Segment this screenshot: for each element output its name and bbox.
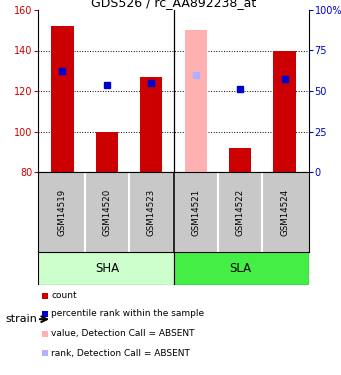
Bar (174, 252, 309, 285)
Text: GSM14521: GSM14521 (191, 188, 200, 236)
Bar (96, 132, 118, 172)
Bar (184, 30, 207, 172)
Text: rank, Detection Call = ABSENT: rank, Detection Call = ABSENT (51, 349, 190, 358)
Text: GSM14523: GSM14523 (147, 188, 156, 236)
Text: GSM14519: GSM14519 (58, 188, 67, 236)
Text: SLA: SLA (229, 262, 251, 275)
Text: SHA: SHA (95, 262, 119, 275)
Bar (140, 77, 162, 172)
Title: GDS526 / rc_AA892238_at: GDS526 / rc_AA892238_at (91, 0, 256, 9)
Text: strain: strain (5, 314, 37, 324)
Bar (42, 331, 48, 337)
Text: GSM14522: GSM14522 (236, 188, 244, 236)
Bar (38, 252, 174, 285)
Text: value, Detection Call = ABSENT: value, Detection Call = ABSENT (51, 329, 194, 338)
Text: GSM14524: GSM14524 (280, 188, 289, 236)
Bar (42, 350, 48, 356)
Bar (51, 26, 74, 172)
Bar (273, 51, 296, 172)
Bar (229, 148, 251, 172)
Text: count: count (51, 291, 77, 300)
Text: percentile rank within the sample: percentile rank within the sample (51, 309, 204, 318)
Bar (42, 311, 48, 317)
Text: GSM14520: GSM14520 (102, 188, 112, 236)
Bar (42, 293, 48, 299)
